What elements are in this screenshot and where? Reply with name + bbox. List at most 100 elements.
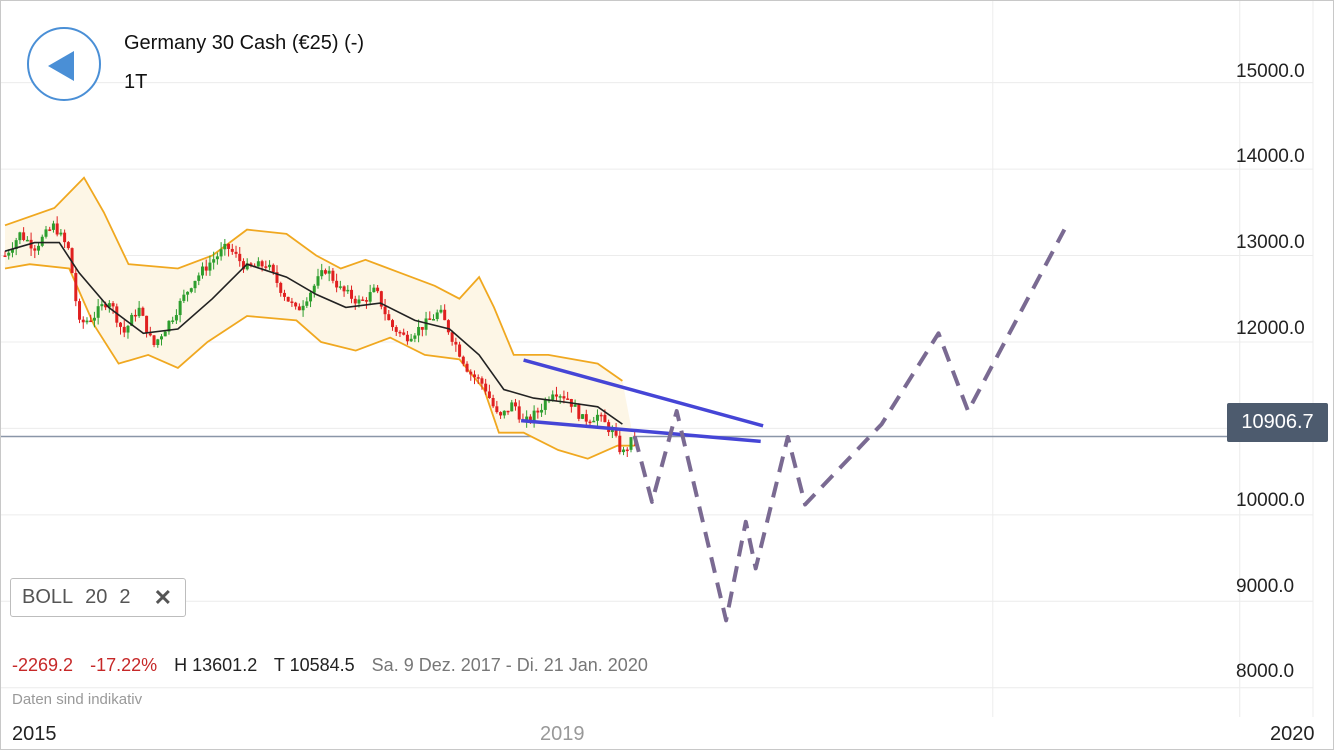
band-fill <box>5 177 635 459</box>
candle <box>122 326 126 333</box>
candle <box>241 261 245 270</box>
candle <box>558 396 562 398</box>
candle <box>540 409 544 413</box>
candle <box>517 406 521 420</box>
candle <box>543 400 547 410</box>
candle <box>85 320 89 323</box>
candle <box>595 414 599 421</box>
candle <box>495 406 499 413</box>
close-icon[interactable]: ✕ <box>153 585 172 610</box>
candle <box>126 325 130 333</box>
candle <box>424 318 428 330</box>
candle <box>167 320 171 332</box>
candle <box>92 317 96 321</box>
candle <box>193 280 197 289</box>
candle <box>391 320 395 328</box>
candle <box>204 266 208 271</box>
candle <box>338 286 342 288</box>
candle <box>74 273 78 302</box>
candle <box>37 245 41 251</box>
candle <box>402 332 406 335</box>
stats-bar: -2269.2 -17.22% H 13601.2 T 10584.5 Sa. … <box>12 655 660 676</box>
x-tick-label: 2019 <box>540 723 585 745</box>
candle <box>104 304 108 308</box>
projection-line <box>632 228 1067 623</box>
change-value: -2269.2 <box>12 655 74 675</box>
candle <box>40 236 44 246</box>
candle <box>450 332 454 342</box>
candle <box>614 429 618 436</box>
candle <box>25 239 29 242</box>
candle <box>353 298 357 304</box>
candle <box>275 272 279 283</box>
x-tick-label: 2015 <box>12 723 57 745</box>
projection-path <box>632 228 1067 623</box>
candle <box>159 336 163 340</box>
candle <box>111 303 115 307</box>
candle <box>398 331 402 334</box>
candle <box>350 289 354 299</box>
y-tick-label: 9000.0 <box>1236 576 1295 597</box>
candle <box>81 319 85 323</box>
candle <box>208 262 212 271</box>
bollinger-bands <box>3 176 637 460</box>
candle <box>387 314 391 321</box>
indicator-badge[interactable]: BOLL 20 2 ✕ <box>10 578 186 617</box>
date-range: Sa. 9 Dez. 2017 - Di. 21 Jan. 2020 <box>371 655 648 675</box>
band-upper-line <box>4 176 623 382</box>
candle <box>439 309 443 313</box>
indicator-name: BOLL <box>22 586 74 608</box>
candle <box>152 335 156 346</box>
candle <box>256 261 260 267</box>
candle <box>513 402 517 407</box>
candle <box>96 306 100 318</box>
candle <box>14 240 18 250</box>
candle <box>89 320 93 323</box>
candle <box>10 249 14 253</box>
indicator-period: 20 <box>85 586 108 608</box>
candle <box>551 394 555 400</box>
candle <box>625 449 629 452</box>
candle <box>443 309 447 321</box>
candle <box>130 314 134 326</box>
candle <box>200 266 204 276</box>
candle <box>51 223 55 230</box>
candle <box>588 421 592 424</box>
candle <box>323 270 327 274</box>
candle <box>554 394 558 397</box>
candle <box>18 232 22 241</box>
y-tick-label: 13000.0 <box>1236 232 1305 253</box>
back-button[interactable] <box>27 27 101 101</box>
candle <box>312 285 316 293</box>
candle <box>59 232 63 235</box>
band-middle-line <box>4 241 623 425</box>
y-tick-label: 12000.0 <box>1236 318 1305 339</box>
candle <box>394 327 398 332</box>
candle <box>346 289 350 292</box>
candle <box>573 404 577 407</box>
candle <box>581 414 585 419</box>
candle <box>268 264 272 268</box>
candle <box>182 294 186 301</box>
y-tick-label: 14000.0 <box>1236 146 1305 167</box>
timeframe-label[interactable]: 1T <box>124 71 148 93</box>
candle <box>215 256 219 260</box>
change-percent: -17.22% <box>90 655 158 675</box>
candle <box>364 300 368 302</box>
candle <box>297 306 301 311</box>
candle <box>286 296 290 302</box>
candle <box>282 292 286 297</box>
candle <box>33 248 37 251</box>
candle <box>107 303 111 308</box>
candle <box>223 243 227 250</box>
candle <box>491 398 495 407</box>
candle <box>7 252 11 256</box>
candle <box>528 416 532 421</box>
candle <box>357 299 361 304</box>
candle <box>506 410 510 413</box>
candle <box>174 315 178 321</box>
trendline-lower <box>520 418 761 444</box>
candle <box>465 363 469 372</box>
